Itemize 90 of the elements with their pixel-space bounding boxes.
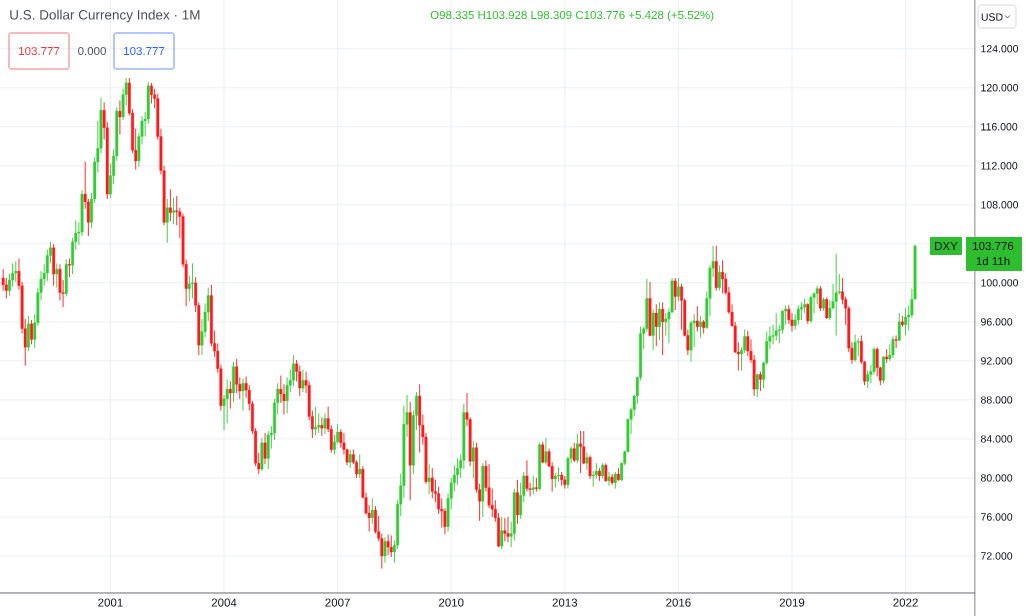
annotation: DXY [935,242,958,250]
candlestick [654,303,658,347]
candlestick [500,516,504,550]
candlestick [585,452,589,471]
candlestick [784,304,788,326]
text: 1d 11h [976,256,1010,266]
candlestick [774,312,778,341]
candlestick [699,315,702,338]
candlestick [588,455,592,480]
candlestick [661,301,665,356]
candlestick [853,334,857,363]
candlestick [266,430,270,470]
y-tick-label: 112.000 [981,162,1018,170]
annotation: 0.000 [78,46,106,56]
candlestick [14,260,18,283]
candlestick [314,406,317,436]
candlestick [759,371,762,392]
y-tick-label: 96.000 [981,318,1013,326]
candlestick [168,188,172,222]
candlestick [471,440,475,479]
y-tick-label: 88.000 [980,396,1013,404]
candlestick [695,305,699,333]
y-tick-label: 100.000 [981,279,1019,287]
y-tick-label: 116.000 [981,123,1018,131]
candlestick [172,197,175,225]
candlestick [191,262,194,299]
candlestick [503,517,507,542]
y-tick-label: 108.000 [981,201,1019,209]
candlestick [118,100,122,136]
text: U.S. Dollar Currency Index · 1M [10,9,200,23]
candlestick [534,477,538,492]
candlestick [721,259,725,295]
y-tick-label: 72.000 [981,552,1013,560]
candlestick [673,277,677,311]
candlestick [904,307,908,336]
candlestick [800,301,803,321]
candlestick [717,264,721,292]
candlestick [834,253,838,336]
candlestick [30,319,33,345]
x-tick-label: 2019 [779,598,805,607]
candlestick [67,258,71,278]
candlestick [55,262,59,289]
candlestick [150,82,153,104]
x-tick-label: 2022 [893,598,918,607]
y-tick-label: 84.000 [980,435,1013,443]
x-tick-label: 2004 [211,598,237,607]
candlestick [506,516,510,543]
candlestick [796,304,800,326]
candlestick [894,335,898,349]
candlestick [658,301,661,341]
x-tick-label: 2001 [98,598,123,607]
y-tick-label: 120.000 [981,84,1019,92]
y-tick-label: 80.000 [980,474,1013,482]
annotation: 103.777 [124,46,165,56]
x-tick-label: 2016 [666,598,691,607]
x-tick-label: 2010 [439,598,464,607]
candlestick [875,346,879,377]
candlestick [806,302,810,325]
annotation: O98.335 H103.928 L98.309 C103.776 +5.428 (+5.52%) [430,10,714,22]
candlestick [301,369,305,393]
annotation: 103.777 [19,46,60,56]
x-tick-label: 2013 [552,598,578,607]
candlestick [427,463,431,495]
text: USD [981,13,1003,21]
y-tick-label: 92.000 [981,357,1013,365]
candlestick [579,430,583,474]
y-tick-label: 124.000 [981,45,1019,53]
candlestick [430,467,434,499]
candlestick [531,475,535,495]
candlestick [651,308,655,351]
candlestick [525,459,529,492]
candlestick [323,413,327,435]
y-tick-label: 76.000 [981,513,1013,521]
candlestick [389,534,393,558]
candlestick [882,355,885,384]
candlestick [809,295,813,324]
annotation: 103.776 [973,241,1014,251]
candlestick [383,536,387,564]
candlestick [386,534,390,556]
candlestick [516,479,519,525]
x-tick-label: 2007 [325,598,350,607]
candlestick [165,198,169,244]
candlestick [241,377,245,412]
candlestick [263,432,267,465]
candlestick [320,416,324,437]
candlestick [891,336,895,359]
candlestick [815,285,819,305]
candlestick [228,380,232,410]
candlestick [370,497,374,525]
candlestick [676,277,680,302]
